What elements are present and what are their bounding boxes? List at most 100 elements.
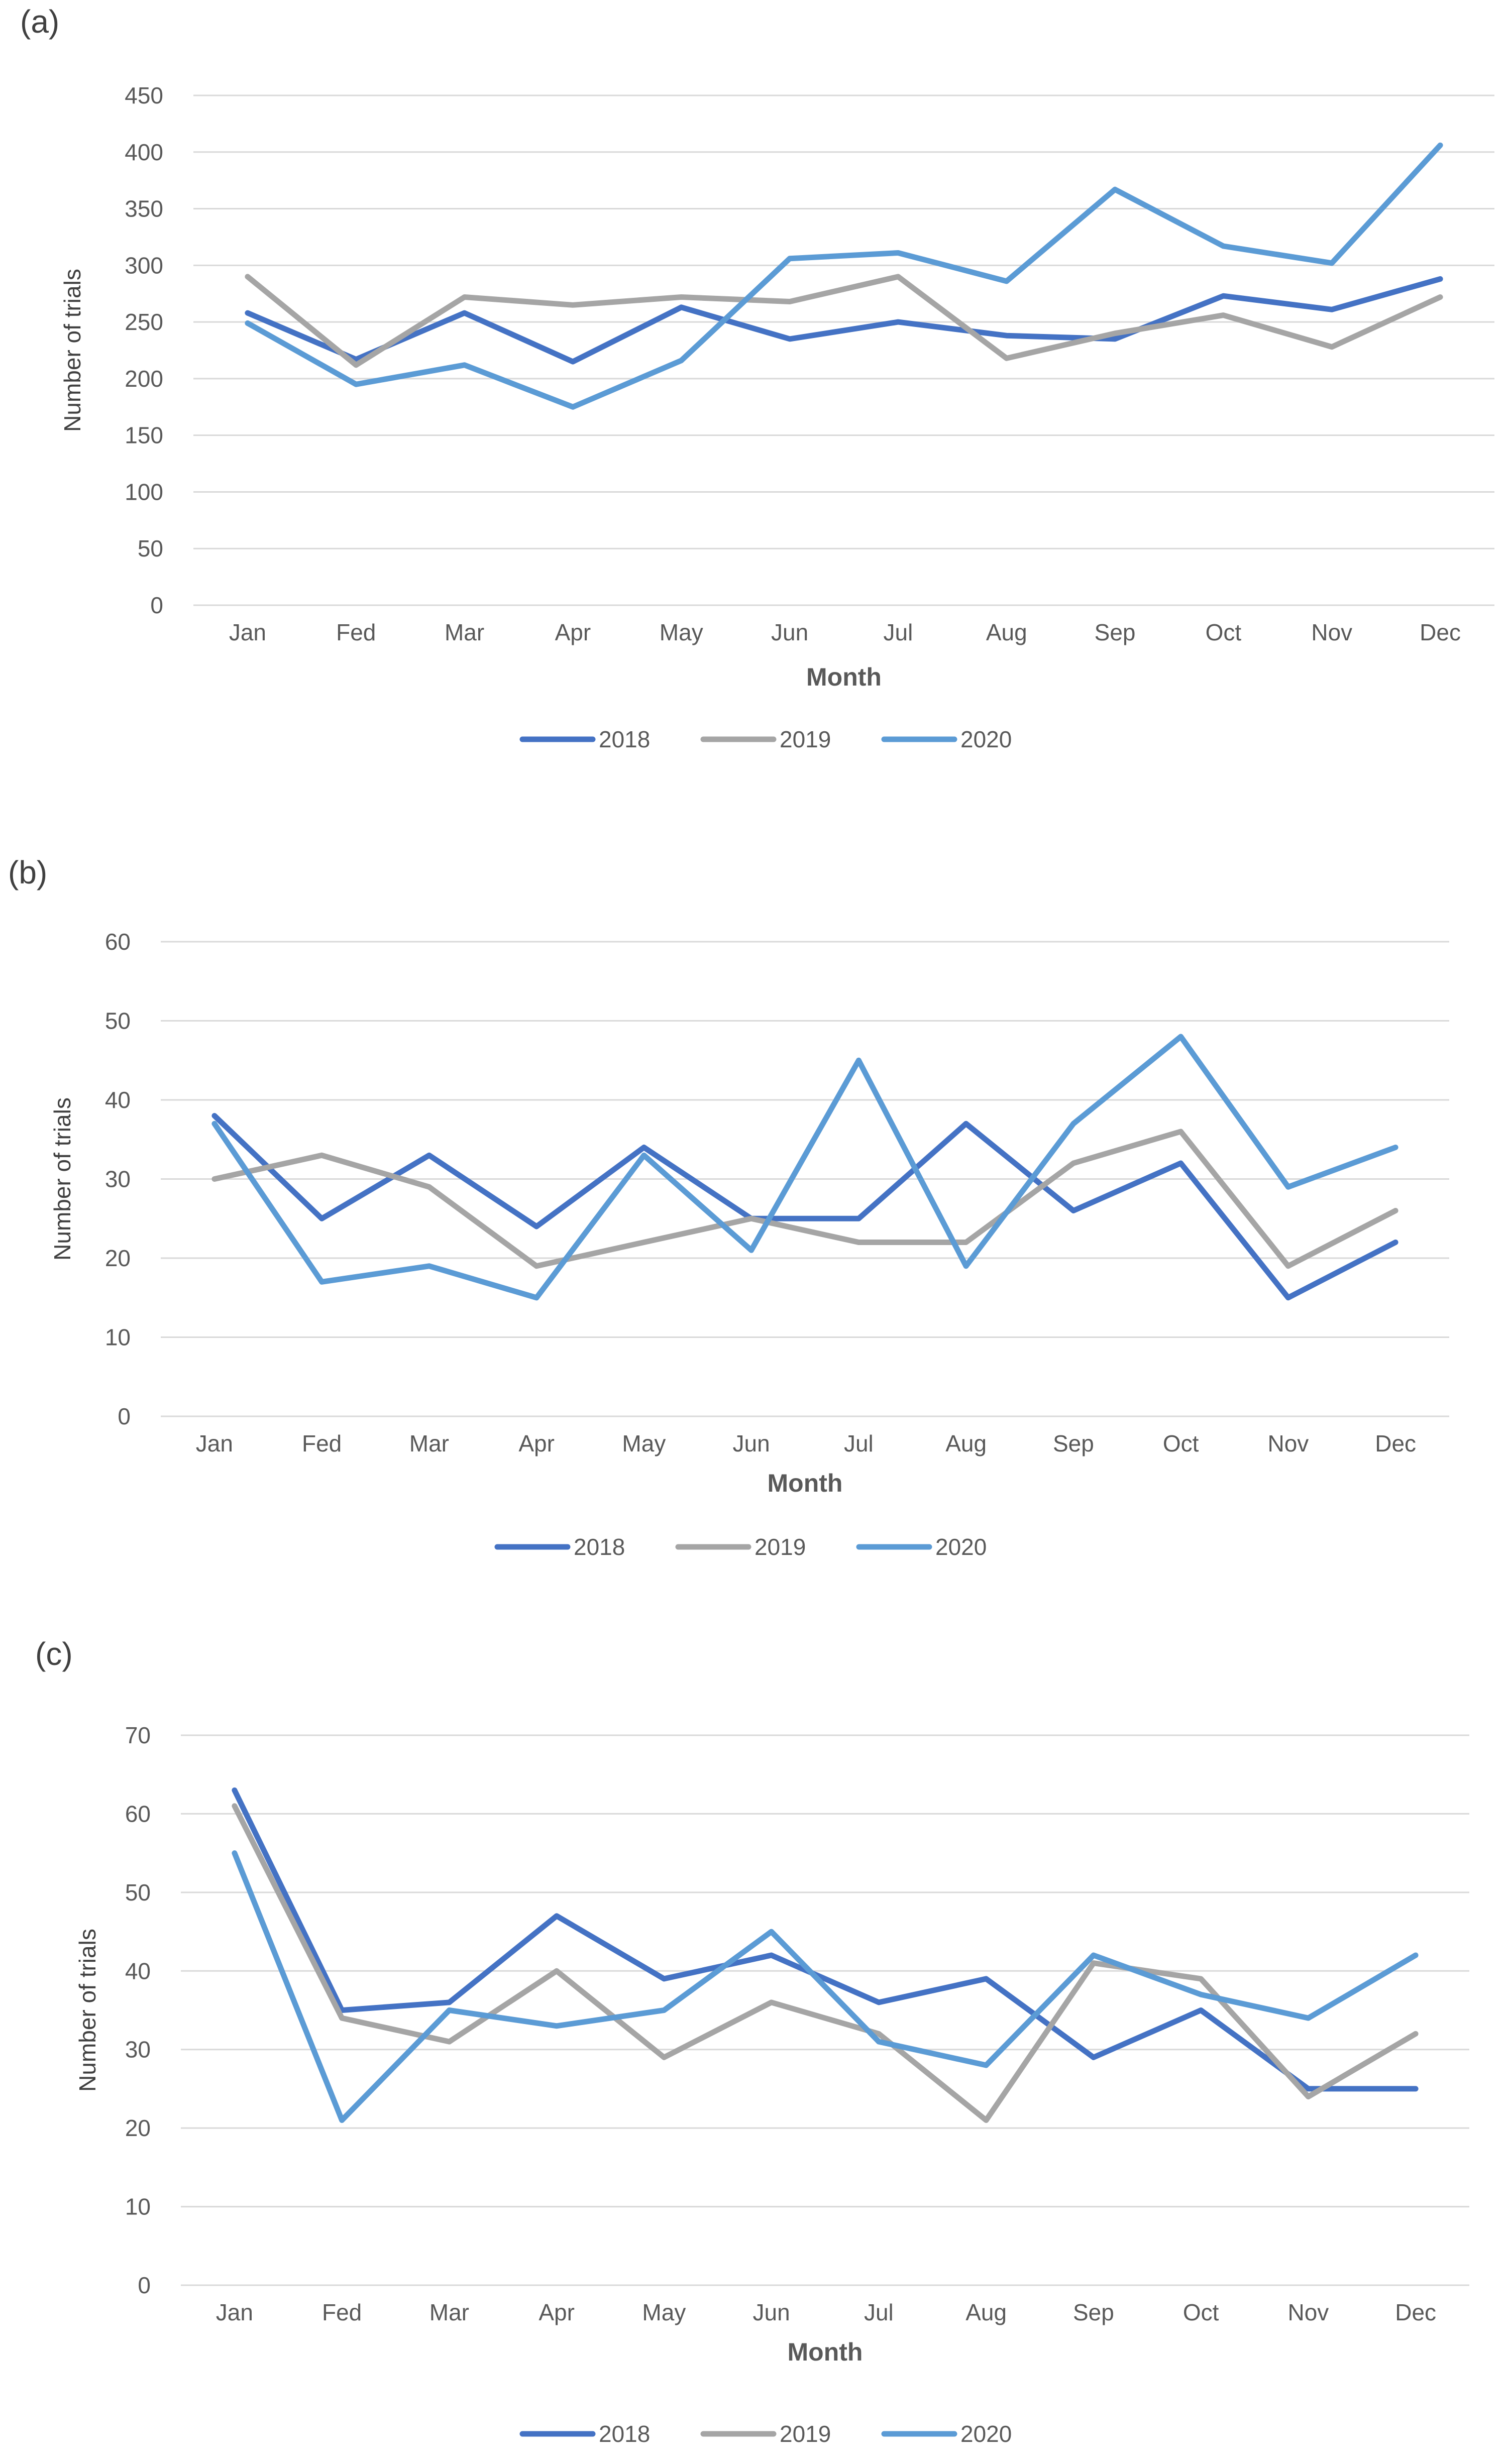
x-tick-label: May bbox=[622, 1430, 666, 1457]
y-tick-label: 300 bbox=[125, 252, 163, 278]
y-tick-label: 150 bbox=[125, 422, 163, 449]
data-point-2020 bbox=[1006, 281, 1007, 282]
panel-label: (c) bbox=[35, 1636, 73, 1672]
data-point-2018 bbox=[1415, 2088, 1416, 2089]
data-point-2019 bbox=[664, 2057, 665, 2058]
y-tick-label: 30 bbox=[105, 1166, 131, 1192]
data-point-2018 bbox=[664, 1978, 665, 1979]
x-tick-label: Nov bbox=[1267, 1430, 1309, 1457]
line-chart-a: 0 50 100 150 200 250 300 350 400 450 Jan Fed Mar Apr M… bbox=[59, 82, 1494, 752]
x-tick-label: Nov bbox=[1287, 2299, 1329, 2325]
data-point-2019 bbox=[1415, 2033, 1416, 2034]
legend-label: 2019 bbox=[780, 726, 831, 752]
data-point-2020 bbox=[1073, 1123, 1074, 1124]
data-point-2018 bbox=[1287, 1297, 1288, 1298]
x-tick-label: Apr bbox=[555, 619, 591, 645]
data-point-2018 bbox=[428, 1155, 429, 1156]
series-line-2019 bbox=[232, 1803, 1419, 2123]
series-line-2020 bbox=[211, 1034, 1398, 1301]
y-tick-label: 40 bbox=[125, 1958, 151, 1984]
data-point-2018 bbox=[1440, 278, 1441, 279]
data-point-2019 bbox=[1395, 1210, 1396, 1211]
data-point-2020 bbox=[771, 1931, 772, 1932]
data-point-2020 bbox=[1223, 246, 1224, 247]
x-tick-label: Sep bbox=[1095, 619, 1136, 645]
data-point-2018 bbox=[965, 1123, 966, 1124]
x-tick-label: Jun bbox=[771, 619, 808, 645]
data-point-2020 bbox=[1115, 189, 1116, 190]
data-point-2018 bbox=[858, 1218, 859, 1219]
data-point-2019 bbox=[789, 301, 790, 302]
data-point-2019 bbox=[986, 2120, 987, 2121]
data-point-2020 bbox=[858, 1060, 859, 1061]
data-point-2018 bbox=[321, 1218, 322, 1219]
data-point-2018 bbox=[1223, 295, 1224, 296]
x-tick-label: Jul bbox=[884, 619, 913, 645]
data-point-2019 bbox=[1308, 2096, 1309, 2097]
data-point-2019 bbox=[751, 1218, 752, 1219]
x-tick-label: Apr bbox=[518, 1430, 555, 1457]
data-point-2019 bbox=[536, 1266, 537, 1267]
y-tick-label: 0 bbox=[118, 1403, 131, 1429]
data-point-2020 bbox=[1415, 1955, 1416, 1956]
data-point-2020 bbox=[247, 322, 248, 323]
data-point-2019 bbox=[1440, 296, 1441, 297]
y-axis-title: Number of trials bbox=[74, 1929, 100, 2092]
data-point-2019 bbox=[449, 2041, 450, 2042]
y-tick-label: 100 bbox=[125, 479, 163, 505]
data-point-2020 bbox=[556, 2026, 557, 2027]
y-tick-label: 20 bbox=[125, 2115, 151, 2141]
y-tick-label: 450 bbox=[125, 82, 163, 108]
series-line-2019 bbox=[211, 1129, 1398, 1269]
x-tick-label: Fed bbox=[302, 1430, 342, 1457]
data-point-2018 bbox=[1308, 2088, 1309, 2089]
data-point-2019 bbox=[771, 2002, 772, 2003]
data-point-2019 bbox=[1331, 347, 1332, 348]
x-axis-title: Month bbox=[768, 1469, 843, 1497]
legend-label: 2020 bbox=[960, 726, 1012, 752]
data-point-2019 bbox=[1287, 1266, 1288, 1267]
y-tick-label: 40 bbox=[105, 1087, 131, 1113]
x-tick-label: Mar bbox=[409, 1430, 449, 1457]
data-point-2020 bbox=[1201, 1994, 1202, 1995]
data-point-2018 bbox=[986, 1978, 987, 1979]
data-point-2019 bbox=[898, 276, 899, 277]
data-point-2018 bbox=[572, 361, 573, 362]
x-tick-label: May bbox=[660, 619, 703, 645]
x-tick-label: Fed bbox=[336, 619, 376, 645]
chart-panel-c: (c) 0 10 20 30 40 50 60 70 Jan Fed Mar Apr May Jun Jul… bbox=[0, 1617, 1509, 2464]
data-point-2020 bbox=[681, 360, 682, 361]
y-tick-label: 30 bbox=[125, 2037, 151, 2063]
data-point-2019 bbox=[572, 304, 573, 305]
y-tick-label: 20 bbox=[105, 1245, 131, 1271]
y-tick-label: 60 bbox=[105, 929, 131, 955]
data-point-2019 bbox=[1093, 1963, 1094, 1964]
data-point-2018 bbox=[1331, 309, 1332, 310]
data-point-2019 bbox=[428, 1186, 429, 1187]
x-tick-label: Jun bbox=[733, 1430, 770, 1457]
x-tick-label: Jul bbox=[864, 2299, 894, 2325]
x-tick-label: Jan bbox=[229, 619, 266, 645]
data-point-2020 bbox=[356, 384, 357, 385]
y-tick-label: 10 bbox=[125, 2194, 151, 2220]
y-tick-label: 250 bbox=[125, 309, 163, 335]
y-tick-label: 400 bbox=[125, 139, 163, 165]
data-point-2020 bbox=[1308, 2018, 1309, 2019]
x-tick-label: Jan bbox=[216, 2299, 253, 2325]
x-tick-label: Mar bbox=[429, 2299, 469, 2325]
x-tick-label: May bbox=[642, 2299, 686, 2325]
x-tick-label: Aug bbox=[986, 619, 1027, 645]
x-tick-label: Dec bbox=[1420, 619, 1461, 645]
data-point-2020 bbox=[751, 1250, 752, 1251]
data-point-2018 bbox=[789, 339, 790, 340]
y-axis-title: Number of trials bbox=[49, 1097, 75, 1261]
x-axis-title: Month bbox=[788, 2338, 863, 2366]
series-line-2018 bbox=[245, 276, 1443, 365]
data-point-2020 bbox=[536, 1297, 537, 1298]
y-tick-label: 200 bbox=[125, 366, 163, 392]
series-line-2020 bbox=[245, 142, 1443, 410]
legend-label: 2018 bbox=[574, 1534, 625, 1560]
x-tick-label: Oct bbox=[1206, 619, 1242, 645]
panel-label: (b) bbox=[8, 854, 48, 890]
data-point-2018 bbox=[1180, 1163, 1181, 1164]
